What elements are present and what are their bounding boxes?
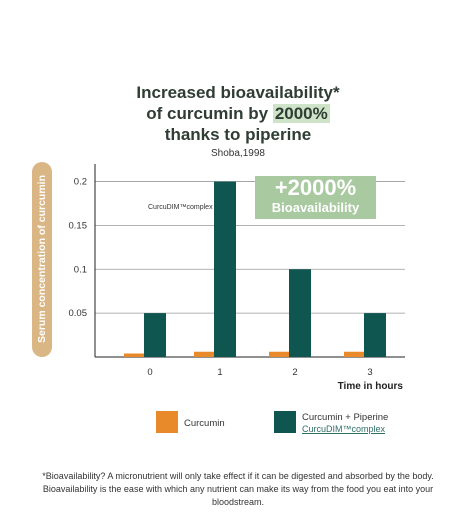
chart-subtitle: Shoba,1998	[211, 148, 265, 159]
x-axis-label: Time in hours	[338, 381, 404, 392]
bar	[344, 351, 366, 357]
chart-title: Increased bioavailability* of curcumin b…	[0, 82, 476, 145]
legend-label-combo: Curcumin + Piperine	[302, 412, 389, 423]
bar	[144, 313, 166, 357]
title-line-3: thanks to piperine	[164, 125, 312, 144]
x-tick-label: 1	[217, 367, 222, 378]
bar-annotation: CurcuDIM™complex	[148, 204, 213, 211]
bioavailability-badge: +2000% Bioavailability	[255, 176, 376, 219]
title-line-2: of curcumin by 2000%	[0, 103, 476, 124]
badge-label: Bioavailability	[271, 200, 360, 215]
title-line-1: Increased bioavailability*	[136, 83, 340, 102]
bar	[289, 269, 311, 357]
legend-label-curcumin: Curcumin	[184, 418, 225, 429]
bar	[124, 353, 146, 357]
y-axis-label-pill	[32, 162, 52, 357]
bar	[214, 181, 236, 357]
x-tick-label: 2	[292, 367, 297, 378]
bar	[194, 351, 216, 357]
x-tick-label: 3	[367, 367, 372, 378]
y-tick-label: 0.2	[74, 177, 87, 188]
bar	[364, 313, 386, 357]
y-tick-label: 0.1	[74, 264, 87, 275]
y-tick-label: 0.05	[69, 308, 88, 319]
legend-sublabel-combo: CurcuDIM™complex	[302, 424, 386, 434]
x-tick-label: 0	[147, 367, 152, 378]
title-line-2-text: of curcumin by	[146, 104, 273, 123]
footnote: *Bioavailability? A micronutrient will o…	[42, 471, 434, 507]
bar	[269, 351, 291, 357]
badge-percent: +2000%	[274, 175, 357, 200]
legend-swatch-combo	[274, 411, 296, 433]
legend-swatch-curcumin	[156, 411, 178, 433]
y-tick-label: 0.15	[69, 220, 88, 231]
title-highlight: 2000%	[272, 104, 330, 123]
